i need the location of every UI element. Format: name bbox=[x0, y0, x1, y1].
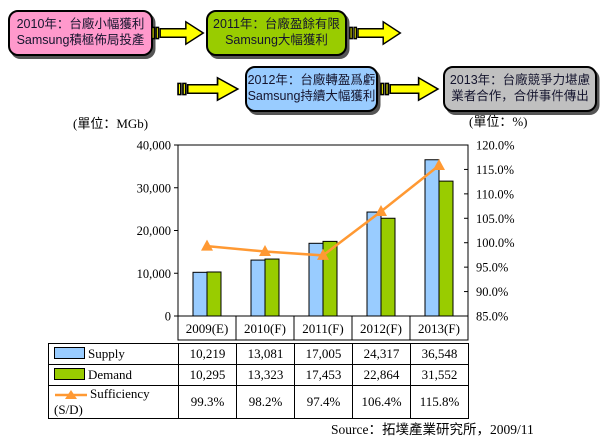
supply-label: Supply bbox=[88, 346, 125, 361]
chart-data-table: Supply 10,219 13,081 17,005 24,317 36,54… bbox=[48, 343, 469, 419]
right-axis-tick-label: 85.0% bbox=[476, 310, 508, 324]
demand-value: 17,453 bbox=[294, 364, 353, 386]
supply-bar bbox=[250, 259, 266, 317]
supply-bar bbox=[424, 159, 440, 317]
supply-legend-cell: Supply bbox=[48, 343, 179, 365]
right-axis-tick-label: 95.0% bbox=[476, 261, 508, 275]
flow-box-2012-line2: Samsung持續大幅獲利 bbox=[247, 89, 376, 103]
left-axis-unit-label: (單位：MGb) bbox=[73, 116, 149, 131]
sufficiency-value: 115.8% bbox=[410, 385, 469, 419]
sufficiency-value: 97.4% bbox=[294, 385, 353, 419]
flow-box-2011-line1: 2011年：台廠盈餘有限 bbox=[213, 17, 340, 31]
supply-value: 24,317 bbox=[352, 343, 411, 365]
flow-box-2012-line1: 2012年：台廠轉盈爲虧 bbox=[247, 73, 376, 87]
flow-box-2011: 2011年：台廠盈餘有限 Samsung大幅獲利 bbox=[206, 10, 347, 56]
category-cell bbox=[293, 315, 353, 341]
demand-bar bbox=[438, 180, 454, 317]
sufficiency-marker bbox=[317, 248, 329, 260]
sufficiency-marker bbox=[259, 245, 271, 257]
right-axis-tick-label: 115.0% bbox=[476, 163, 514, 177]
table-row-sufficiency: Sufficiency (S/D) 99.3% 98.2% 97.4% 106.… bbox=[48, 385, 469, 419]
demand-value: 31,552 bbox=[410, 364, 469, 386]
category-label: 2009(E) bbox=[186, 321, 229, 336]
demand-bar bbox=[264, 258, 280, 317]
supply-value: 13,081 bbox=[236, 343, 295, 365]
supply-bar bbox=[192, 271, 208, 317]
right-axis-tick-label: 100.0% bbox=[476, 236, 515, 250]
flow-arrow-icon bbox=[349, 20, 402, 46]
left-axis-tick-label: 10,000 bbox=[137, 267, 171, 281]
sufficiency-value: 98.2% bbox=[236, 385, 295, 419]
table-row-demand: Demand 10,295 13,323 17,453 22,864 31,55… bbox=[48, 364, 469, 386]
flow-arrow-icon bbox=[177, 76, 240, 102]
flow-box-2013-line2: 業者合作，合併事件傳出 bbox=[451, 89, 589, 103]
demand-legend-cell: Demand bbox=[48, 364, 179, 386]
flow-box-2010-line2: Samsung積極佈局投產 bbox=[16, 33, 145, 47]
right-axis-tick-label: 90.0% bbox=[476, 285, 508, 299]
flow-box-2010-line1: 2010年：台廠小幅獲利 bbox=[16, 17, 145, 31]
demand-value: 13,323 bbox=[236, 364, 295, 386]
flow-box-2013: 2013年：台廠競爭力堪慮 業者合作，合併事件傳出 bbox=[443, 66, 597, 112]
demand-bar bbox=[322, 240, 338, 317]
flow-arrow-icon bbox=[151, 20, 205, 46]
category-label: 2013(F) bbox=[418, 321, 460, 336]
sufficiency-marker bbox=[375, 204, 387, 216]
flow-arrow-icon bbox=[380, 76, 440, 102]
demand-legend-swatch-icon bbox=[54, 368, 85, 380]
right-axis-tick-label: 120.0% bbox=[476, 139, 515, 153]
category-cell bbox=[409, 315, 469, 341]
supply-bar bbox=[366, 211, 382, 317]
supply-value: 10,219 bbox=[178, 343, 237, 365]
demand-label: Demand bbox=[88, 367, 133, 382]
table-row-supply: Supply 10,219 13,081 17,005 24,317 36,54… bbox=[48, 343, 469, 365]
sufficiency-value: 99.3% bbox=[178, 385, 237, 419]
supply-value: 36,548 bbox=[410, 343, 469, 365]
category-label: 2010(F) bbox=[244, 321, 286, 336]
supply-legend-swatch-icon bbox=[54, 347, 85, 359]
sufficiency-legend-cell: Sufficiency (S/D) bbox=[48, 385, 179, 419]
source-text: Source：拓墣產業研究所，2009/11 bbox=[331, 422, 534, 437]
sufficiency-marker bbox=[201, 239, 213, 251]
demand-bar bbox=[380, 217, 396, 317]
sufficiency-value: 106.4% bbox=[352, 385, 411, 419]
left-axis-tick-label: 30,000 bbox=[137, 181, 171, 195]
left-axis-tick-label: 0 bbox=[165, 310, 171, 324]
sufficiency-marker bbox=[433, 159, 445, 171]
right-axis-tick-label: 110.0% bbox=[476, 187, 514, 201]
category-label: 2011(F) bbox=[302, 321, 343, 336]
left-axis-tick-label: 40,000 bbox=[137, 139, 171, 153]
right-axis-unit-label: (單位：%) bbox=[469, 114, 528, 129]
flow-box-2011-line2: Samsung大幅獲利 bbox=[225, 33, 328, 47]
demand-bar bbox=[206, 271, 222, 317]
sufficiency-legend-line-icon bbox=[55, 390, 87, 399]
category-label: 2012(F) bbox=[360, 321, 402, 336]
demand-value: 10,295 bbox=[178, 364, 237, 386]
demand-value: 22,864 bbox=[352, 364, 411, 386]
supply-value: 17,005 bbox=[294, 343, 353, 365]
flow-box-2010: 2010年：台廠小幅獲利 Samsung積極佈局投產 bbox=[8, 10, 153, 56]
sufficiency-label: Sufficiency (S/D) bbox=[54, 386, 150, 418]
flow-box-2013-line1: 2013年：台廠競爭力堪慮 bbox=[449, 73, 591, 87]
category-cell bbox=[235, 315, 295, 341]
left-axis-tick-label: 20,000 bbox=[137, 224, 171, 238]
right-axis-tick-label: 105.0% bbox=[476, 212, 515, 226]
flow-box-2012: 2012年：台廠轉盈爲虧 Samsung持續大幅獲利 bbox=[245, 66, 378, 112]
